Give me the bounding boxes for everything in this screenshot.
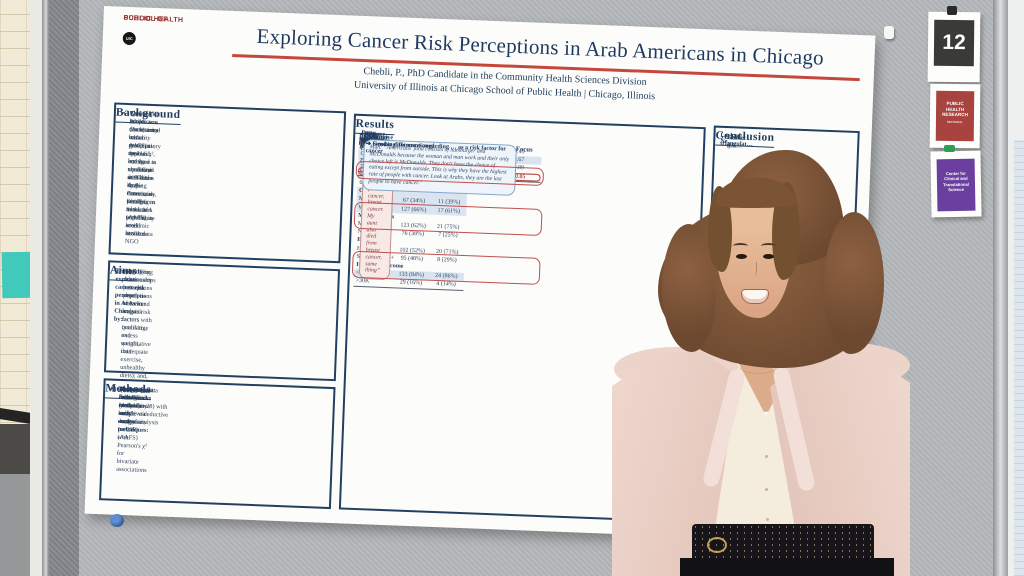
board-frame-right — [993, 0, 1008, 576]
white-push-pin — [884, 26, 894, 39]
conclusion-fragment-box: as diet, and to smoking — [743, 386, 844, 399]
section-results: Results Socio-Demographic Characteristic… — [338, 113, 706, 523]
results-columns: Socio-Demographic Characteristic for Sur… — [345, 129, 701, 519]
section-body: Arab Americans (ArA) are a minority grou… — [116, 105, 161, 245]
wall-bottom — [0, 474, 32, 576]
binder-clip — [947, 6, 957, 15]
ccts-sign: Center for Clinical and Translational Sc… — [930, 150, 982, 218]
window-blinds-strip — [1014, 140, 1024, 576]
sign-text: PUBLIC HEALTH RESEARCH SECTIONAL — [935, 90, 975, 142]
section-body: The study explores cancer risk perceptio… — [110, 262, 156, 380]
public-health-research-sign: PUBLIC HEALTH RESEARCH SECTIONAL — [929, 83, 981, 149]
uic-logo-badge: UIC — [122, 31, 137, 46]
next-steps-lead: Ne… — [720, 137, 734, 146]
green-clip — [944, 145, 955, 152]
section-methods: Methods • Design: concurrent mixed method… — [99, 378, 336, 510]
wall-column — [30, 0, 44, 576]
board-frame-left — [42, 0, 49, 576]
board-number-sign: 12 — [927, 11, 981, 83]
section-body: • Design: concurrent mixed method study d… — [105, 380, 168, 474]
section-aims: Aims The study explores cancer risk perc… — [103, 260, 341, 382]
research-poster: SCHOOL OF PUBLIC HEALTH UIC Exploring Ca… — [84, 6, 876, 544]
wall-shadow — [0, 424, 30, 480]
board-number: 12 — [933, 19, 975, 67]
board-divider-panel — [49, 0, 79, 576]
section-background: Background Arab Americans (ArA) are a mi… — [108, 102, 347, 264]
section-body: Lack of triangulat… Gender diff… Gender … — [715, 128, 753, 149]
logo-line2: PUBLIC HEALTH — [123, 14, 184, 25]
sign-text: Center for Clinical and Translational Sc… — [936, 158, 976, 212]
blue-push-pin — [110, 514, 124, 527]
section-conclusion: Conclusion Lack of triangulat… Gender di… — [698, 125, 860, 519]
